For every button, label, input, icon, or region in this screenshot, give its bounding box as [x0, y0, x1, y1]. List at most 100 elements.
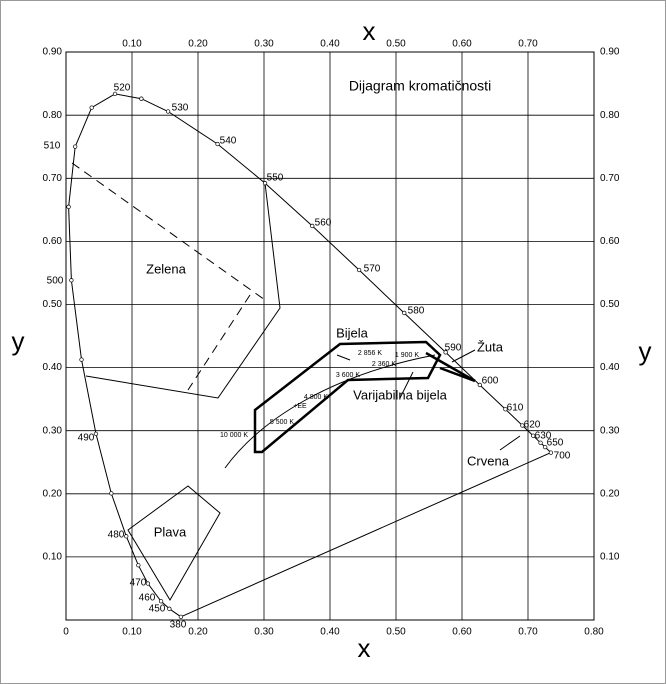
locus-point	[112, 91, 118, 97]
locus-point	[93, 431, 99, 437]
wavelength-label: 550	[267, 173, 284, 184]
x-tick-label: 0.60	[452, 627, 472, 638]
x-tick-label: 0.50	[386, 627, 406, 638]
x-tick-label: 0.20	[188, 39, 208, 50]
y-tick-label: 0.90	[600, 47, 620, 58]
temperature-label: +EE	[293, 403, 307, 410]
wavelength-label: 700	[554, 451, 571, 462]
wavelength-label: 590	[445, 343, 462, 354]
x-tick-label: 0.60	[452, 39, 472, 50]
pointer	[399, 371, 414, 399]
x-tick-label: 0.70	[518, 39, 538, 50]
locus-point	[310, 223, 315, 229]
wavelength-label: 650	[547, 438, 564, 449]
locus-point	[124, 534, 129, 539]
wavelength-label: 450	[149, 604, 166, 615]
wavelength-label: 560	[315, 218, 332, 229]
y-tick-label: 0.20	[600, 488, 620, 499]
locus-point	[503, 407, 508, 412]
y-tick-label: 0.70	[600, 173, 620, 184]
yellow-region	[439, 366, 476, 383]
wavelength-label: 530	[172, 103, 189, 114]
locus-point	[178, 614, 184, 619]
green-dashed	[187, 294, 251, 391]
wavelength-label: 470	[130, 578, 147, 589]
locus-point	[543, 444, 548, 450]
wavelength-label: 480	[108, 530, 125, 541]
temperature-label: 1 900 K	[395, 352, 419, 359]
spectral-locus	[68, 93, 552, 618]
locus-point	[73, 144, 78, 149]
locus-point	[262, 181, 268, 186]
locus-point	[520, 423, 525, 428]
x-tick-label: 0.70	[518, 627, 538, 638]
wavelength-label: 500	[47, 276, 64, 287]
wavelength-label: 540	[220, 136, 237, 147]
locus-point	[158, 599, 164, 604]
green-dashed	[71, 162, 266, 301]
y-tick-label: 0.80	[43, 110, 63, 121]
locus-point	[356, 267, 362, 273]
region-label: Varijabilna bijela	[353, 387, 447, 402]
pointer	[499, 435, 521, 451]
wavelength-label: 510	[44, 141, 61, 152]
y-tick-label: 0.50	[600, 299, 620, 310]
temperature-label: 2 360 K	[372, 361, 396, 368]
region-label: Plava	[154, 524, 187, 539]
temperature-label: 5 500 K	[270, 419, 294, 426]
locus-point	[477, 382, 482, 388]
wavelength-label: 630	[535, 431, 552, 442]
wavelength-label: 620	[524, 420, 541, 431]
locus-point	[167, 606, 172, 611]
pointer	[451, 349, 476, 363]
title: Dijagram kromatičnosti	[349, 78, 491, 94]
locus-point	[79, 357, 84, 362]
locus-point	[136, 563, 141, 568]
locus-point	[139, 96, 144, 101]
locus-point	[215, 141, 220, 147]
wavelength-label: 600	[482, 376, 499, 387]
wavelength-label: 490	[78, 433, 95, 444]
x-tick-label: 0.40	[320, 627, 340, 638]
locus-point	[165, 109, 171, 114]
yellow-region	[425, 351, 476, 383]
region-label: Žuta	[477, 339, 504, 354]
y-tick-label: 0.50	[43, 299, 63, 310]
pointer	[336, 354, 351, 361]
temperature-label: 10 000 K	[220, 432, 248, 439]
x-tick-label: 0.80	[584, 627, 604, 638]
x-tick-label: 0.10	[122, 39, 142, 50]
locus-point	[443, 350, 448, 355]
y-tick-label: 0.60	[43, 236, 63, 247]
temperature-label: 4 800 K	[304, 394, 328, 401]
y-tick-label: 0.70	[43, 173, 63, 184]
wavelength-label: 380	[170, 620, 187, 631]
y-axis-label: y	[639, 336, 652, 366]
locus-point	[538, 440, 543, 445]
y-axis-label: y	[12, 326, 25, 356]
y-tick-label: 0.30	[600, 425, 620, 436]
y-tick-label: 0.40	[43, 362, 63, 373]
x-tick-label: 0.10	[122, 627, 142, 638]
planckian-locus	[224, 354, 436, 469]
locus-point	[531, 433, 536, 438]
x-tick-label: 0.20	[188, 627, 208, 638]
region-label: Crvena	[467, 453, 510, 468]
y-tick-label: 0.10	[43, 552, 63, 563]
locus-point	[548, 450, 554, 455]
region-label: Zelena	[146, 261, 187, 276]
locus-point	[69, 278, 74, 283]
y-tick-label: 0.10	[600, 552, 620, 563]
region-shapes	[71, 162, 521, 601]
region-label: Bijela	[336, 325, 369, 340]
y-tick-label: 0.30	[43, 425, 63, 436]
locus-point	[402, 310, 407, 316]
y-tick-label: 0.80	[600, 110, 620, 121]
x-axis-label: x	[358, 633, 371, 663]
x-tick-label: 0.30	[254, 627, 274, 638]
y-tick-label: 0.60	[600, 236, 620, 247]
y-tick-label: 0.20	[43, 488, 63, 499]
wavelength-label: 570	[364, 264, 381, 275]
